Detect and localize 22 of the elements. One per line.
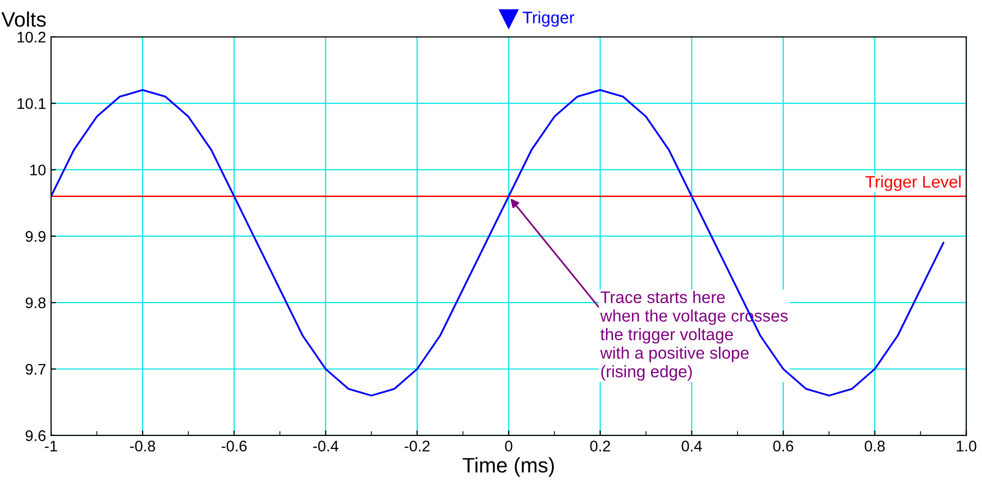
y-tick-label: 9.6 xyxy=(26,430,46,442)
x-tick-label: -0.6 xyxy=(222,440,247,452)
y-axis-title: Volts xyxy=(1,12,46,27)
y-tick-label: 10 xyxy=(30,164,46,176)
x-tick-label: 0.6 xyxy=(773,440,794,452)
text: Trigger xyxy=(522,11,574,27)
x-tick-label: -1 xyxy=(44,440,58,452)
x-tick-label: -0.4 xyxy=(313,440,338,452)
x-tick-label: -0.8 xyxy=(130,440,156,452)
x-tick-label: 0 xyxy=(505,440,512,452)
ref-line-label: Trigger Level xyxy=(865,175,961,191)
x-tick-label: -0.2 xyxy=(404,440,430,452)
y-tick-label: 10.2 xyxy=(18,32,46,43)
y-tick-label: 9.9 xyxy=(26,231,46,242)
y-tick-label: 10.1 xyxy=(18,98,46,110)
x-tick-label: 0.2 xyxy=(590,440,610,452)
x-tick-label: 0.4 xyxy=(682,440,702,452)
y-tick-label: 9.8 xyxy=(26,297,46,308)
y-tick-label: 9.7 xyxy=(26,364,46,375)
x-tick-label: 1.0 xyxy=(956,440,976,452)
x-tick-label: 0.8 xyxy=(864,440,885,452)
x-axis-title: Time (ms) xyxy=(462,457,554,477)
